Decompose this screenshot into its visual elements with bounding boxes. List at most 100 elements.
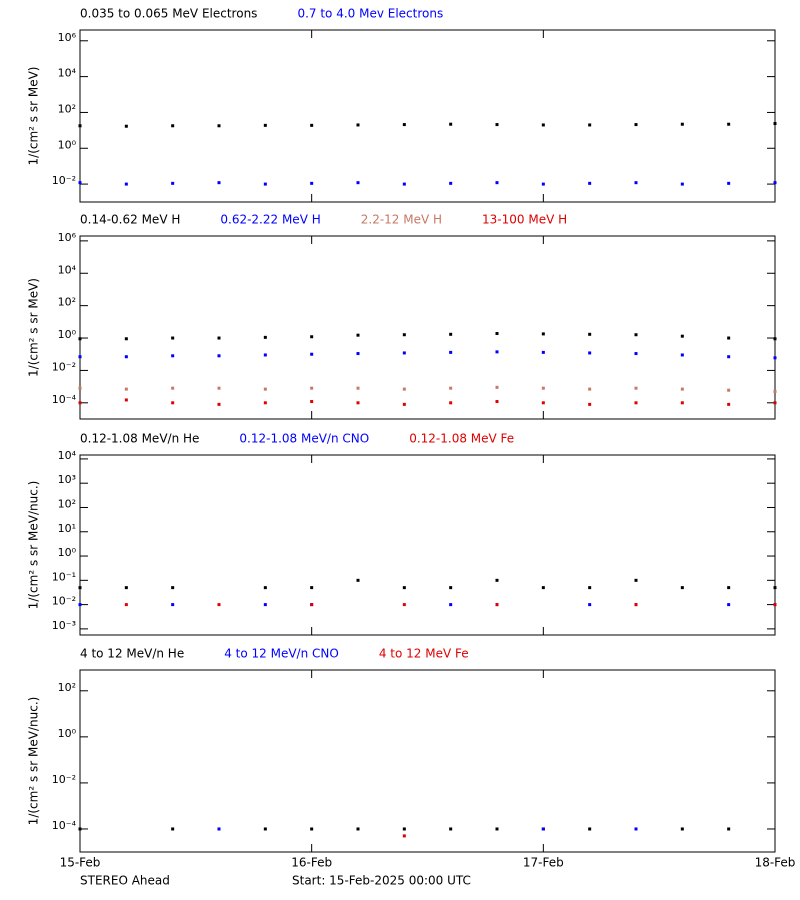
- y-tick-label: 10⁴: [58, 263, 77, 276]
- data-point: [171, 354, 175, 358]
- data-point: [495, 578, 499, 582]
- data-point: [449, 332, 453, 336]
- data-point: [727, 603, 731, 607]
- data-point: [727, 181, 731, 185]
- data-point: [634, 578, 638, 582]
- data-point: [588, 387, 592, 391]
- data-point: [402, 402, 406, 406]
- data-point: [356, 578, 360, 582]
- data-point: [263, 827, 267, 831]
- data-point: [124, 355, 128, 359]
- data-point: [171, 827, 175, 831]
- y-tick-label: 10⁻³: [52, 619, 76, 632]
- data-point: [495, 385, 499, 389]
- y-tick-label: 10²: [58, 296, 76, 309]
- data-point: [217, 402, 221, 406]
- data-point: [495, 603, 499, 607]
- y-tick-label: 10²: [58, 681, 76, 694]
- y-tick-label: 10⁰: [58, 546, 77, 559]
- data-point: [634, 386, 638, 390]
- data-point: [310, 386, 314, 390]
- data-point: [356, 333, 360, 337]
- data-point: [171, 336, 175, 340]
- data-point: [634, 827, 638, 831]
- data-point: [310, 400, 314, 404]
- data-point: [541, 350, 545, 354]
- data-point: [773, 181, 777, 185]
- data-point: [634, 401, 638, 405]
- x-tick-label: 16-Feb: [291, 856, 332, 870]
- footer-left: STEREO Ahead: [80, 874, 170, 888]
- plot-frame: [79, 454, 776, 636]
- data-point: [171, 124, 175, 128]
- y-tick-label: 10⁰: [58, 138, 77, 151]
- data-point: [727, 586, 731, 590]
- legend-entry: 4 to 12 MeV/n He: [80, 647, 184, 661]
- data-point: [773, 401, 777, 405]
- data-point: [78, 586, 82, 590]
- y-tick-label: 10⁶: [58, 231, 77, 244]
- data-point: [727, 122, 731, 126]
- data-point: [588, 181, 592, 185]
- y-tick-label: 10⁻²: [52, 595, 76, 608]
- data-point: [310, 123, 314, 127]
- data-point: [588, 586, 592, 590]
- data-point: [449, 827, 453, 831]
- data-point: [449, 386, 453, 390]
- data-point: [124, 337, 128, 341]
- data-point: [356, 123, 360, 127]
- data-point: [78, 181, 82, 185]
- data-point: [217, 124, 221, 128]
- data-point: [541, 386, 545, 390]
- data-point: [495, 400, 499, 404]
- data-point: [310, 181, 314, 185]
- data-point: [680, 827, 684, 831]
- data-point: [78, 827, 82, 831]
- data-point: [634, 352, 638, 356]
- data-point: [773, 389, 777, 393]
- data-point: [402, 123, 406, 127]
- x-tick-label: 15-Feb: [60, 856, 101, 870]
- footer-center: Start: 15-Feb-2025 00:00 UTC: [292, 874, 471, 888]
- data-point: [588, 332, 592, 336]
- data-point: [356, 401, 360, 405]
- data-point: [495, 181, 499, 185]
- x-tick-label: 17-Feb: [523, 856, 564, 870]
- data-point: [402, 586, 406, 590]
- data-point: [263, 123, 267, 127]
- data-point: [124, 603, 128, 607]
- data-point: [727, 827, 731, 831]
- legend-entry: 0.12-1.08 MeV Fe: [409, 432, 514, 446]
- data-point: [773, 586, 777, 590]
- data-point: [541, 586, 545, 590]
- legend-entry: 0.12-1.08 MeV/n CNO: [239, 432, 369, 446]
- y-tick-label: 10⁻²: [52, 174, 76, 187]
- legend-entry: 13-100 MeV H: [482, 213, 567, 227]
- data-point: [541, 182, 545, 186]
- y-tick-label: 10⁻⁴: [52, 393, 77, 406]
- data-point: [634, 603, 638, 607]
- data-point: [680, 401, 684, 405]
- data-point: [356, 827, 360, 831]
- data-point: [171, 586, 175, 590]
- plot-frame: [79, 235, 776, 420]
- data-point: [495, 827, 499, 831]
- data-point: [588, 402, 592, 406]
- data-point: [171, 603, 175, 607]
- y-tick-label: 10⁶: [58, 31, 77, 44]
- data-point: [727, 336, 731, 340]
- data-point: [263, 353, 267, 357]
- data-point: [402, 834, 406, 838]
- data-point: [78, 337, 82, 341]
- data-point: [727, 355, 731, 359]
- legend-entry: 0.035 to 0.065 MeV Electrons: [80, 7, 257, 21]
- data-point: [588, 351, 592, 355]
- data-point: [773, 337, 777, 341]
- data-point: [541, 332, 545, 336]
- data-point: [356, 352, 360, 356]
- y-tick-label: 10²: [58, 102, 76, 115]
- data-point: [310, 603, 314, 607]
- data-point: [124, 124, 128, 128]
- data-point: [541, 401, 545, 405]
- data-point: [680, 353, 684, 357]
